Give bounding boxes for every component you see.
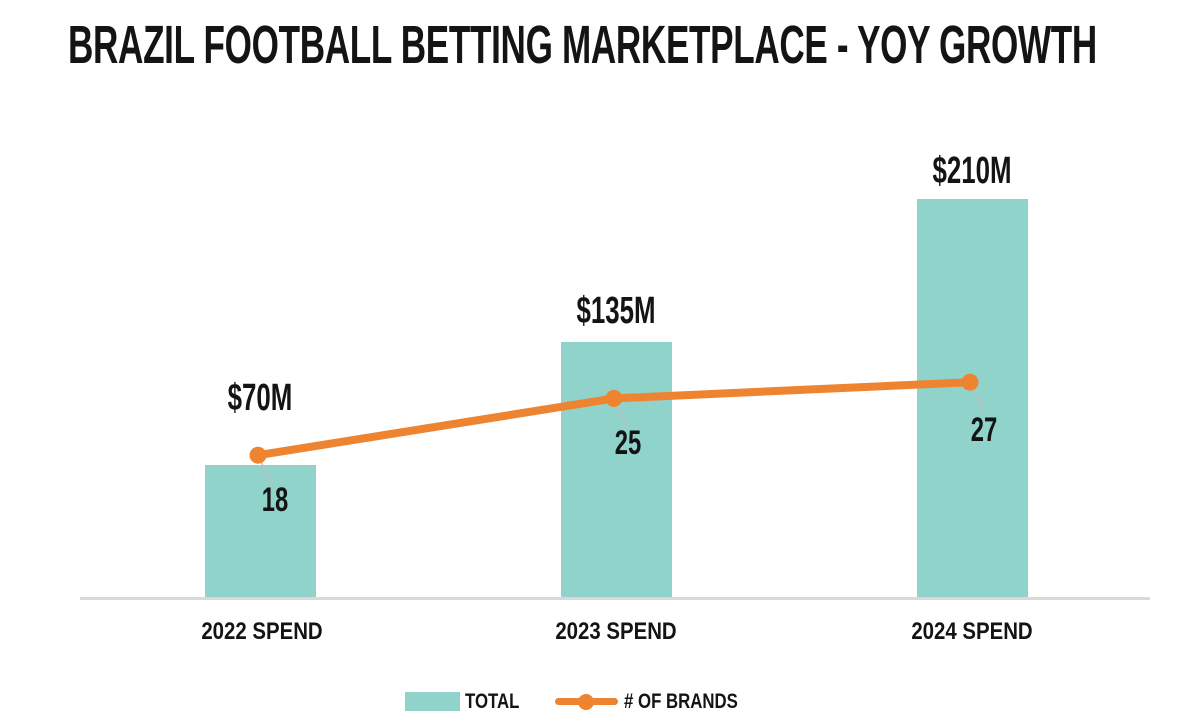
- bar: [204, 465, 316, 598]
- chart-title: BRAZIL FOOTBALL BETTING MARKETPLACE - YO…: [68, 15, 1097, 75]
- line-point-label: 25: [614, 424, 642, 462]
- bar-value-label: $210M: [932, 150, 1012, 192]
- line-point-label: 27: [970, 411, 998, 449]
- line-point-label: 18: [261, 481, 289, 519]
- bar-value-label: $70M: [227, 377, 293, 419]
- legend: TOTAL # OF BRANDS: [405, 690, 766, 713]
- legend-line-marker: [555, 693, 619, 710]
- x-tick-label: 2024 SPEND: [911, 618, 1033, 645]
- bar-value-label: $135M: [576, 290, 656, 332]
- x-tick-label: 2022 SPEND: [201, 618, 323, 645]
- bar: [560, 341, 672, 598]
- x-axis-line: [80, 597, 1150, 600]
- bar: [916, 199, 1028, 598]
- x-tick-label: 2023 SPEND: [555, 618, 677, 645]
- line-point-marker: [249, 446, 267, 464]
- legend-label-total: TOTAL: [465, 690, 520, 713]
- legend-line-dot-icon: [578, 693, 595, 710]
- legend-label-brands: # OF BRANDS: [624, 690, 738, 713]
- legend-bar-swatch: [405, 692, 460, 711]
